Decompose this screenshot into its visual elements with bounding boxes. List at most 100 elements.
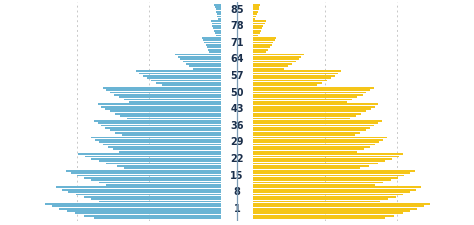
Bar xyxy=(186,63,221,65)
Text: 64: 64 xyxy=(230,54,244,64)
Bar xyxy=(98,122,221,124)
Bar xyxy=(107,163,221,164)
Bar xyxy=(253,39,274,41)
Bar xyxy=(216,11,221,13)
Bar xyxy=(253,18,255,20)
Text: 50: 50 xyxy=(230,88,244,98)
Bar xyxy=(156,82,221,84)
Bar xyxy=(71,172,221,174)
Bar xyxy=(117,165,221,167)
Bar xyxy=(253,144,375,146)
Bar xyxy=(253,118,350,119)
Bar xyxy=(114,94,221,96)
Bar xyxy=(253,75,335,77)
Text: 29: 29 xyxy=(230,137,244,147)
Bar xyxy=(68,191,221,193)
Bar xyxy=(129,101,221,103)
Bar xyxy=(67,210,221,212)
Bar xyxy=(208,49,221,51)
Bar xyxy=(76,194,221,195)
Bar xyxy=(215,6,221,8)
Bar xyxy=(253,148,364,150)
Bar xyxy=(253,196,396,198)
Bar xyxy=(253,56,301,58)
Bar xyxy=(253,203,430,205)
Bar xyxy=(253,153,403,155)
Bar xyxy=(253,70,341,72)
Bar xyxy=(136,70,221,72)
Bar xyxy=(210,51,221,53)
Bar xyxy=(253,106,375,108)
Bar xyxy=(216,9,221,10)
Bar xyxy=(253,99,352,100)
Bar xyxy=(180,58,221,60)
Bar xyxy=(253,61,296,63)
Bar xyxy=(105,127,221,129)
Bar xyxy=(253,129,365,131)
Bar xyxy=(253,9,258,10)
Bar xyxy=(253,54,304,55)
Bar xyxy=(253,96,357,98)
Bar xyxy=(253,27,262,29)
Bar xyxy=(119,151,221,153)
Bar xyxy=(83,177,221,179)
Bar xyxy=(253,89,370,91)
Bar xyxy=(115,132,221,134)
Bar xyxy=(253,175,404,176)
Bar xyxy=(253,115,356,117)
Bar xyxy=(102,144,221,146)
Bar xyxy=(120,115,221,117)
Bar xyxy=(253,194,403,195)
Text: 15: 15 xyxy=(230,171,244,181)
Bar xyxy=(253,94,363,96)
Bar xyxy=(99,201,221,203)
Text: 78: 78 xyxy=(230,21,244,31)
Bar xyxy=(98,103,221,105)
Bar xyxy=(213,27,221,29)
Text: 8: 8 xyxy=(234,187,240,197)
Bar xyxy=(253,215,394,217)
Bar xyxy=(253,58,299,60)
Bar xyxy=(253,92,366,93)
Bar xyxy=(215,32,221,34)
Bar xyxy=(253,103,378,105)
Bar xyxy=(253,11,258,13)
Bar xyxy=(175,54,221,55)
Bar xyxy=(127,118,221,119)
Bar xyxy=(102,87,221,89)
Bar xyxy=(85,155,221,157)
Bar xyxy=(253,217,385,219)
Bar xyxy=(253,163,378,164)
Bar xyxy=(74,212,221,214)
Bar xyxy=(99,182,221,183)
Bar xyxy=(99,141,221,143)
Bar xyxy=(79,153,221,155)
Bar xyxy=(55,186,221,188)
Bar xyxy=(83,196,221,198)
Bar xyxy=(253,77,331,79)
Bar xyxy=(124,167,221,169)
Bar xyxy=(253,82,322,84)
Bar xyxy=(253,160,385,162)
Bar xyxy=(203,39,221,41)
Bar xyxy=(253,65,288,67)
Bar xyxy=(253,44,272,46)
Bar xyxy=(253,80,327,81)
Bar xyxy=(253,72,337,74)
Bar xyxy=(253,134,355,136)
Bar xyxy=(253,158,392,160)
Bar xyxy=(253,184,375,186)
Bar xyxy=(110,92,221,93)
Bar xyxy=(253,189,416,191)
Bar xyxy=(52,205,221,207)
Bar xyxy=(253,205,424,207)
Text: 71: 71 xyxy=(230,38,244,48)
Bar xyxy=(212,25,221,27)
Bar xyxy=(253,37,276,39)
Bar xyxy=(253,139,383,141)
Bar xyxy=(216,35,221,36)
Bar xyxy=(253,25,264,27)
Bar xyxy=(62,189,221,191)
Bar xyxy=(218,18,221,20)
Bar xyxy=(162,84,221,86)
